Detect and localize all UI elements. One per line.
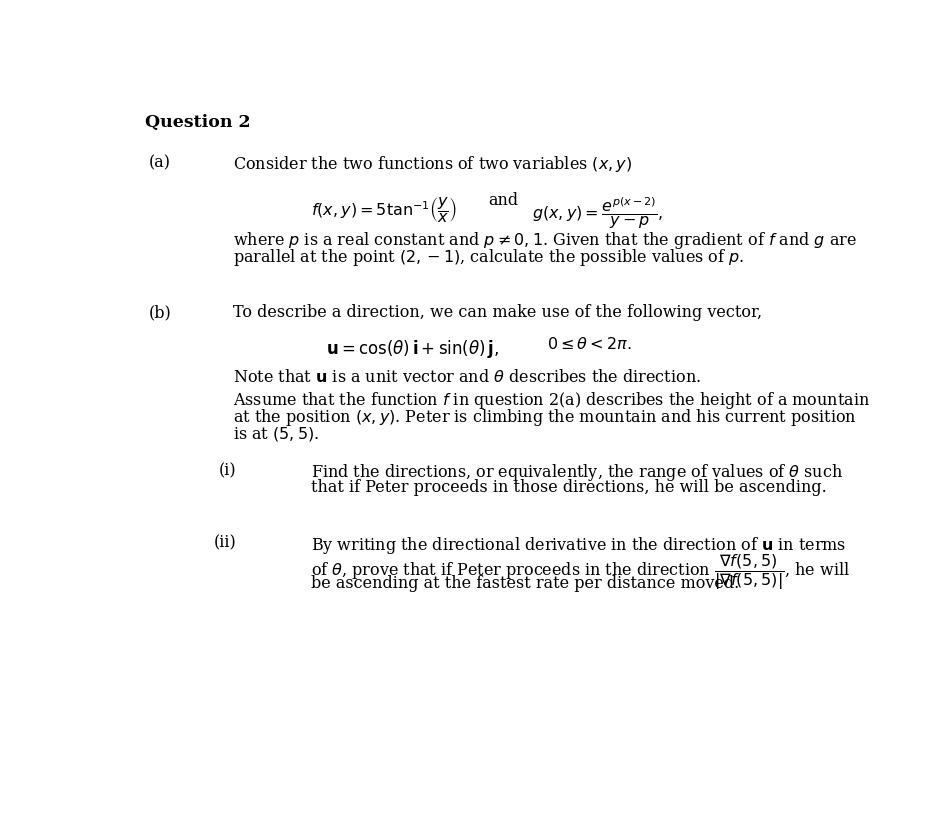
Text: of $\theta$, prove that if Peter proceeds in the direction $\dfrac{\nabla f(5,5): of $\theta$, prove that if Peter proceed… xyxy=(310,552,850,592)
Text: is at $(5,5)$.: is at $(5,5)$. xyxy=(233,424,320,442)
Text: $g(x,y) = \dfrac{e^{p(x-2)}}{y-p},$: $g(x,y) = \dfrac{e^{p(x-2)}}{y-p},$ xyxy=(532,195,664,231)
Text: at the position $(x,y)$. Peter is climbing the mountain and his current position: at the position $(x,y)$. Peter is climbi… xyxy=(233,407,857,428)
Text: (a): (a) xyxy=(149,154,170,171)
Text: Question 2: Question 2 xyxy=(145,114,250,131)
Text: Consider the two functions of two variables $(x,y)$: Consider the two functions of two variab… xyxy=(233,154,632,175)
Text: (i): (i) xyxy=(219,463,236,479)
Text: Find the directions, or equivalently, the range of values of $\theta$ such: Find the directions, or equivalently, th… xyxy=(310,463,843,483)
Text: $0 \leq \theta < 2\pi.$: $0 \leq \theta < 2\pi.$ xyxy=(546,336,631,353)
Text: be ascending at the fastest rate per distance moved.: be ascending at the fastest rate per dis… xyxy=(310,575,739,592)
Text: that if Peter proceeds in those directions, he will be ascending.: that if Peter proceeds in those directio… xyxy=(310,479,826,495)
Text: $\mathbf{u} = \cos(\theta)\,\mathbf{i}+\sin(\theta)\,\mathbf{j},$: $\mathbf{u} = \cos(\theta)\,\mathbf{i}+\… xyxy=(326,338,499,360)
Text: Note that $\mathbf{u}$ is a unit vector and $\theta$ describes the direction.: Note that $\mathbf{u}$ is a unit vector … xyxy=(233,370,702,386)
Text: and: and xyxy=(488,193,518,209)
Text: Assume that the function $f$ in question 2(a) describes the height of a mountain: Assume that the function $f$ in question… xyxy=(233,390,870,411)
Text: By writing the directional derivative in the direction of $\mathbf{u}$ in terms: By writing the directional derivative in… xyxy=(310,534,846,556)
Text: (b): (b) xyxy=(149,304,171,321)
Text: $f(x,y) = 5\tan^{-1}\!\left(\dfrac{y}{x}\right)$: $f(x,y) = 5\tan^{-1}\!\left(\dfrac{y}{x}… xyxy=(310,195,457,225)
Text: To describe a direction, we can make use of the following vector,: To describe a direction, we can make use… xyxy=(233,304,763,321)
Text: parallel at the point $(2,-1)$, calculate the possible values of $p$.: parallel at the point $(2,-1)$, calculat… xyxy=(233,247,744,268)
Text: (ii): (ii) xyxy=(213,534,236,552)
Text: where $p$ is a real constant and $p\neq 0,1$. Given that the gradient of $f$ and: where $p$ is a real constant and $p\neq … xyxy=(233,230,858,251)
